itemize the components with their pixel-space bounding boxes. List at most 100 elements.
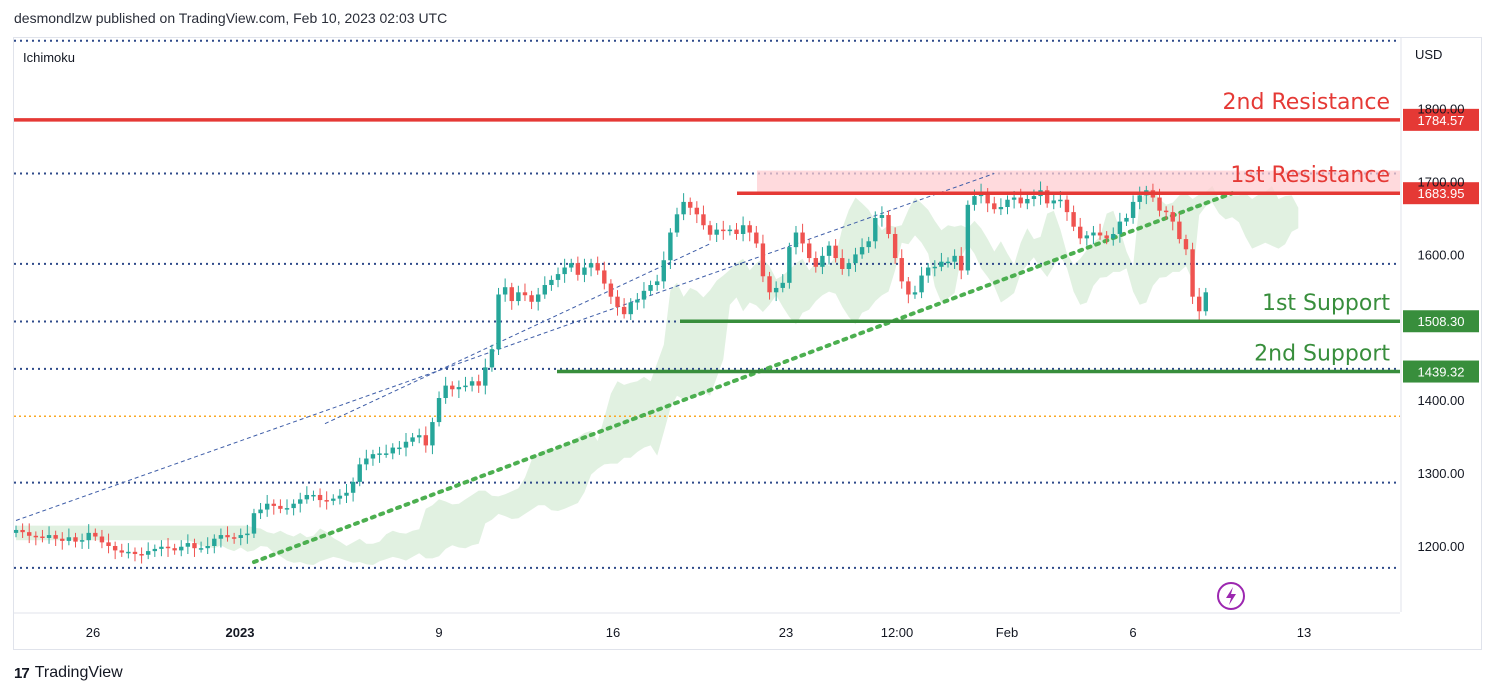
candle-body bbox=[337, 495, 343, 499]
candle-body bbox=[939, 261, 944, 267]
candle-body bbox=[701, 214, 706, 226]
candle-body bbox=[410, 437, 415, 442]
candle-body bbox=[1084, 235, 1090, 239]
candle-body bbox=[555, 274, 561, 280]
candle-body bbox=[932, 266, 937, 269]
candle-body bbox=[1091, 232, 1096, 236]
y-tick-label: 1800.00 bbox=[1418, 102, 1465, 117]
channel-upper-line bbox=[15, 173, 995, 521]
candle-body bbox=[450, 385, 455, 390]
candle-body bbox=[258, 509, 263, 514]
x-tick-label: 6 bbox=[1129, 625, 1136, 640]
y-tick-label: 1300.00 bbox=[1418, 466, 1465, 481]
candle-body bbox=[66, 537, 72, 541]
candle-body bbox=[20, 529, 25, 533]
candle-body bbox=[846, 263, 852, 269]
candle-body bbox=[529, 295, 534, 302]
candle-body bbox=[40, 536, 45, 539]
candle-body bbox=[489, 349, 495, 368]
candle-body bbox=[826, 245, 832, 256]
y-tick-label: 1200.00 bbox=[1418, 539, 1465, 554]
candle-body bbox=[1005, 199, 1010, 208]
candle-body bbox=[892, 233, 898, 259]
candle-body bbox=[721, 229, 726, 232]
candle-body bbox=[800, 232, 805, 244]
candle-body bbox=[324, 500, 329, 502]
candle-body bbox=[886, 215, 891, 234]
candle-body bbox=[179, 546, 184, 551]
candle-body bbox=[159, 546, 164, 549]
candle-body bbox=[383, 453, 389, 455]
candle-body bbox=[740, 225, 746, 234]
candle-body bbox=[628, 302, 633, 315]
candle-body bbox=[945, 261, 951, 264]
candle-body bbox=[1157, 197, 1162, 211]
candle-body bbox=[754, 232, 759, 244]
candle-body bbox=[502, 287, 508, 295]
candle-body bbox=[106, 542, 111, 546]
candle-body bbox=[820, 255, 825, 267]
candle-body bbox=[522, 292, 528, 296]
candle-body bbox=[582, 267, 587, 275]
candle-body bbox=[807, 243, 812, 259]
candle-body bbox=[873, 217, 878, 242]
candle-body bbox=[231, 537, 237, 539]
candle-body bbox=[185, 543, 191, 547]
candle-body bbox=[668, 232, 673, 261]
candle-body bbox=[284, 508, 290, 510]
candle-body bbox=[714, 229, 719, 235]
price-tag-text-0: 1784.57 bbox=[1418, 113, 1465, 128]
candle-body bbox=[516, 292, 521, 302]
price-tag-2 bbox=[1403, 310, 1479, 333]
candle-body bbox=[793, 232, 799, 248]
candle-body bbox=[648, 285, 653, 291]
x-tick-label: 26 bbox=[86, 625, 100, 640]
price-tag-text-1: 1683.95 bbox=[1418, 186, 1465, 201]
candle-body bbox=[27, 532, 32, 536]
candle-body bbox=[542, 285, 547, 295]
candle-body bbox=[46, 535, 52, 538]
candle-body bbox=[423, 435, 429, 446]
candle-body bbox=[535, 294, 541, 302]
footer-brand[interactable]: 17 TradingView bbox=[14, 664, 123, 682]
candle-body bbox=[985, 192, 990, 204]
candle-body bbox=[350, 481, 356, 493]
candle-body bbox=[595, 263, 600, 271]
currency-label: USD bbox=[1415, 47, 1442, 62]
candle-body bbox=[456, 387, 462, 390]
candle-body bbox=[271, 503, 276, 506]
candle-body bbox=[747, 225, 752, 233]
candle-body bbox=[906, 281, 911, 295]
candle-body bbox=[1203, 292, 1208, 312]
candle-body bbox=[73, 537, 78, 542]
candle-body bbox=[152, 548, 158, 552]
chart-frame[interactable] bbox=[13, 37, 1482, 650]
candle-body bbox=[79, 540, 85, 542]
candle-body bbox=[112, 546, 118, 551]
candle-body bbox=[99, 536, 105, 543]
candle-body bbox=[608, 283, 614, 297]
candle-body bbox=[959, 255, 964, 271]
candle-body bbox=[1011, 197, 1017, 200]
candle-body bbox=[1097, 232, 1103, 236]
candle-body bbox=[992, 203, 997, 210]
candle-body bbox=[496, 294, 501, 350]
candle-body bbox=[245, 533, 250, 536]
y-tick-label: 1700.00 bbox=[1418, 175, 1465, 190]
candle-body bbox=[727, 229, 733, 232]
candle-body bbox=[694, 207, 700, 215]
candle-body bbox=[225, 535, 230, 538]
candle-body bbox=[681, 201, 686, 215]
candle-body bbox=[654, 281, 660, 286]
candle-body bbox=[833, 245, 838, 259]
lightning-icon[interactable] bbox=[1217, 582, 1245, 610]
candle-body bbox=[575, 263, 581, 275]
candle-body bbox=[139, 554, 144, 556]
candle-body bbox=[344, 492, 349, 496]
candle-body bbox=[813, 258, 819, 267]
candle-body bbox=[635, 299, 640, 303]
level-label-2nd-resistance: 2nd Resistance bbox=[1223, 90, 1390, 115]
candle-body bbox=[397, 447, 402, 450]
x-tick-label: 16 bbox=[606, 625, 620, 640]
